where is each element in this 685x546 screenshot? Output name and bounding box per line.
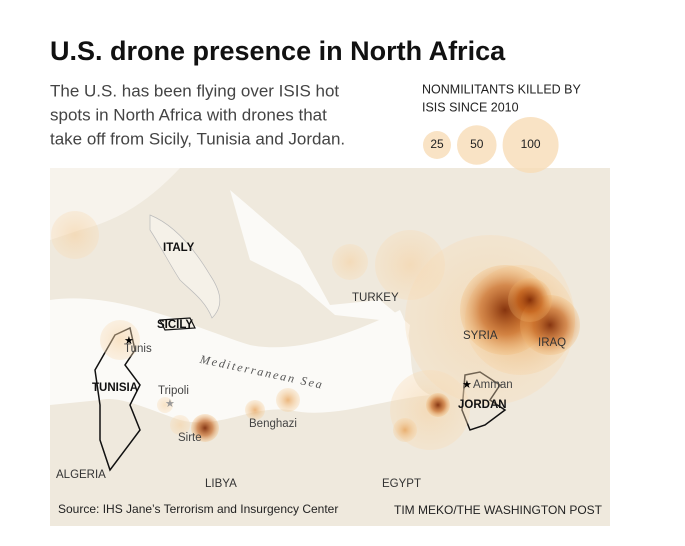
star: ★	[165, 398, 175, 410]
map-label: Tripoli	[158, 385, 189, 397]
title: U.S. drone presence in North Africa	[50, 36, 506, 66]
bubble	[191, 414, 219, 442]
bubble	[51, 211, 99, 259]
map-label: Sirte	[178, 432, 202, 444]
italy	[149, 214, 221, 319]
legend-bubble	[502, 117, 559, 173]
bubble	[393, 418, 417, 442]
legend-label: 100	[521, 137, 541, 151]
bubble	[508, 278, 552, 322]
bubble	[170, 415, 190, 435]
star: ★	[124, 335, 134, 347]
map-label: EGYPT	[382, 478, 421, 490]
bubble	[276, 388, 300, 412]
map-label: Tunis	[124, 343, 152, 355]
bubble	[157, 397, 173, 413]
attack-bubbles	[51, 211, 580, 450]
bubble	[245, 400, 265, 420]
map-label: LIBYA	[205, 478, 237, 490]
map-label: TURKEY	[352, 292, 399, 304]
map: ★ ★ ★	[50, 168, 610, 526]
subtitle: spots in North Africa with drones that	[50, 105, 327, 124]
map-label: Amman	[473, 379, 513, 391]
map-label: SICILY	[157, 319, 193, 331]
map-label: TUNISIA	[92, 382, 138, 394]
credit: TIM MEKO/THE WASHINGTON POST	[394, 503, 603, 517]
sicily	[159, 317, 196, 331]
bubble	[100, 320, 140, 360]
bubble	[332, 244, 368, 280]
subtitle: take off from Sicily, Tunisia and Jordan…	[50, 129, 345, 148]
legend-bubble	[457, 125, 497, 165]
map-label: JORDAN	[458, 399, 507, 411]
legend-label: 25	[430, 137, 444, 151]
legend-label: 50	[470, 137, 484, 151]
map-label: ALGERIA	[56, 469, 106, 481]
legend-title: ISIS SINCE 2010	[422, 100, 519, 114]
source: Source: IHS Jane’s Terrorism and Insurge…	[58, 502, 338, 516]
legend-title: NONMILITANTS KILLED BY	[422, 82, 581, 96]
bubble	[426, 393, 450, 417]
star: ★	[462, 379, 472, 391]
subtitle: The U.S. has been flying over ISIS hot	[50, 81, 339, 100]
legend: NONMILITANTS KILLED BY ISIS SINCE 2010 25 5…	[422, 82, 581, 173]
map-label: SYRIA	[463, 330, 498, 342]
map-label: IRAQ	[538, 337, 566, 349]
sea	[50, 298, 430, 423]
map-label: Benghazi	[249, 418, 297, 430]
legend-bubble	[423, 131, 451, 159]
sea	[230, 190, 410, 360]
map-label: ITALY	[163, 242, 195, 254]
